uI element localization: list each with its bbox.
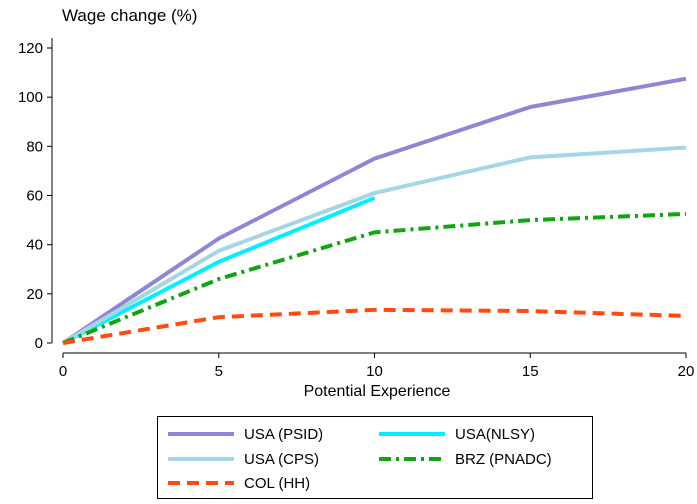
y-tick-label: 80 <box>26 138 43 155</box>
y-axis-label: Wage change (%) <box>62 6 198 25</box>
series-line-usa-nlsy <box>62 196 376 345</box>
legend-swatch-brz-pnadc <box>379 457 445 461</box>
legend-item-usa-psid: USA (PSID) <box>168 423 323 445</box>
legend-item-col-hh: COL (HH) <box>168 472 310 494</box>
legend-swatch-usa-nlsy <box>379 432 445 436</box>
series-line-usa-psid <box>61 76 687 345</box>
y-tick-label: 40 <box>26 237 43 254</box>
x-tick-label: 15 <box>522 363 539 380</box>
series-line-brz-pnadc <box>62 211 687 345</box>
legend-label-usa-cps: USA (CPS) <box>244 450 320 468</box>
legend-label-usa-psid: USA (PSID) <box>244 425 324 443</box>
legend-swatch-usa-cps <box>168 457 234 461</box>
legend-swatch-usa-psid <box>168 432 234 436</box>
y-tick-label: 0 <box>35 335 43 352</box>
legend-label-brz-pnadc: BRZ (PNADC) <box>455 450 552 468</box>
series-line-col-hh <box>62 307 687 345</box>
x-tick-label: 0 <box>59 363 67 380</box>
axes: 0 20 40 60 80 100 120 0 5 10 15 20 <box>18 38 694 380</box>
legend-item-brz-pnadc: BRZ (PNADC) <box>379 448 552 470</box>
x-tick-label: 10 <box>366 363 383 380</box>
x-axis-label: Potential Experience <box>303 383 451 400</box>
series-line-usa-cps <box>61 145 687 345</box>
legend-item-usa-nlsy: USA(NLSY) <box>379 423 535 445</box>
legend-swatch-col-hh <box>168 481 234 485</box>
series-lines <box>61 76 687 345</box>
legend-item-usa-cps: USA (CPS) <box>168 448 319 470</box>
x-tick-label: 20 <box>678 363 695 380</box>
y-tick-label: 100 <box>18 89 43 106</box>
y-tick-label: 20 <box>26 286 43 303</box>
x-tick-label: 5 <box>215 363 223 380</box>
legend-label-col-hh: COL (HH) <box>244 474 311 492</box>
y-tick-label: 60 <box>26 188 43 205</box>
legend-label-usa-nlsy: USA(NLSY) <box>455 425 536 443</box>
legend: USA (PSID) USA(NLSY) USA (CPS) BRZ (PNAD… <box>157 416 593 499</box>
y-tick-label: 120 <box>18 40 43 57</box>
